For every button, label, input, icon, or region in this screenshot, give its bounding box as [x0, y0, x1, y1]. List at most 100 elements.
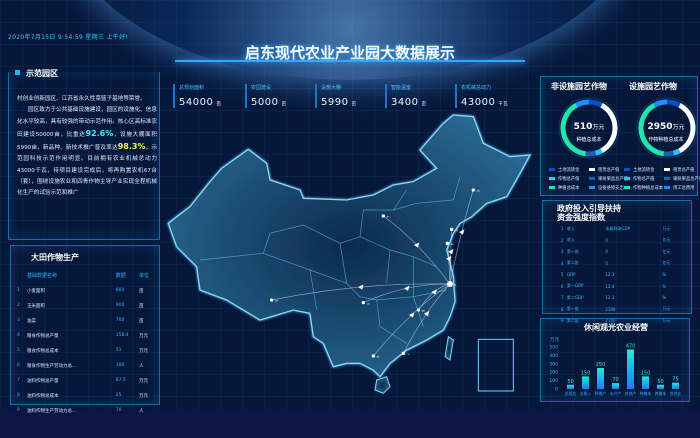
bar[interactable]	[597, 368, 604, 389]
legend-swatch	[664, 168, 670, 171]
donut-segment[interactable]	[663, 150, 675, 157]
row-unit: %	[662, 295, 667, 301]
paragraph-2: 园区致力于公共基础设施建设，园区的设施化、信息化水平较高，具有较强的带动示范作用…	[17, 107, 157, 197]
donut-segment[interactable]	[575, 99, 590, 108]
table-row[interactable]: 9 第二批 2100 万元	[561, 315, 681, 327]
donut-segment[interactable]	[588, 99, 603, 108]
table-row[interactable]: 7 油料作物总产量 87.5 万元	[17, 373, 157, 388]
bar[interactable]	[657, 384, 664, 389]
donut-segment[interactable]	[666, 99, 681, 108]
city-dot[interactable]	[371, 354, 375, 358]
donut-segment[interactable]	[653, 99, 668, 108]
bar[interactable]	[582, 376, 589, 389]
donut-segment[interactable]	[678, 103, 696, 153]
donut-segment[interactable]	[560, 103, 587, 157]
donut-segment[interactable]	[585, 150, 597, 157]
row-name: 粮食作物生产劳动力总...	[27, 363, 77, 369]
table-row[interactable]: 6 第一GDP 12.4%	[561, 281, 681, 293]
table-row[interactable]: 3 第一批 0 亿元	[561, 246, 681, 258]
row-index: 4	[17, 333, 20, 338]
table-row[interactable]: 4 第二批 0 亿元	[561, 258, 681, 270]
plane-icon	[448, 249, 454, 255]
city-dot[interactable]	[270, 298, 274, 302]
x-tick-label: 种植产	[595, 391, 607, 396]
stat-unit: 亩	[351, 102, 357, 107]
legend-swatch	[589, 186, 595, 189]
plane-icon	[358, 284, 364, 290]
stat-label: 农园建设	[251, 85, 272, 91]
row-value: 0	[605, 237, 608, 243]
legend-label: 租赁总产值	[598, 167, 620, 173]
bar-value-label: 150	[641, 370, 651, 376]
legend-label: 果树果品总产值	[673, 176, 700, 182]
table-row[interactable]: 9 油料作物生产劳动力总... 70 人	[17, 403, 157, 418]
bottom-band	[0, 410, 700, 438]
row-value: 12.4	[605, 283, 615, 289]
table-row[interactable]: 7 第二GDP 12.3%	[561, 292, 681, 304]
legend-item: 土地流转金	[549, 165, 589, 174]
row-name: 玉米面积	[27, 303, 45, 309]
row-item: 第二批	[566, 260, 579, 266]
stat-card: 总规划面积 54000 亩	[173, 84, 243, 108]
table-row[interactable]: 8 第一批 2100 万元	[561, 304, 681, 316]
stat-value: 3400 亩	[391, 97, 455, 108]
left-donut-caption: 种植总成本	[576, 137, 602, 143]
table-row[interactable]: 1 收入 本级财政GDP 万元	[561, 223, 681, 235]
table-row[interactable]: 2 玉米面积 900 亩	[17, 298, 157, 313]
donut-segment[interactable]	[672, 148, 681, 156]
bar[interactable]	[672, 382, 679, 389]
legend-swatch	[589, 177, 595, 180]
x-tick-label: 种植本	[640, 391, 652, 396]
city-dot[interactable]	[416, 308, 420, 312]
table-row[interactable]: 1 小麦面积 800 亩	[17, 283, 157, 298]
horticulture-panel: 非设施园艺作物 设施园艺作物 510万元 种植总成本 2950万元 作物种植总成…	[540, 76, 700, 196]
row-value: 800	[115, 288, 125, 293]
col-header-value: 数据	[115, 273, 126, 279]
city-dot[interactable]	[381, 214, 385, 218]
hainan-island	[374, 376, 391, 394]
plane-icon	[446, 256, 452, 262]
city-dot[interactable]	[401, 351, 405, 355]
stat-card: 智能温室 3400 亩	[385, 84, 455, 108]
demo-park-text[interactable]: 村创业创新园区、江苏省永久性菜篮子基地等荣誉。 园区致力于公共基础设施建设，园区…	[17, 94, 157, 236]
table-row[interactable]: 5 粮食作物总成本 51 万元	[17, 343, 157, 358]
x-tick-label: 其他支	[670, 391, 682, 396]
row-index: 9	[561, 318, 564, 324]
table-row[interactable]: 8 油料作物总成本 25 万元	[17, 388, 157, 403]
city-label: 广州	[407, 353, 410, 356]
city-dot[interactable]	[445, 241, 449, 245]
plane-icon	[424, 311, 430, 317]
left-donut-value: 510万元	[573, 122, 605, 132]
table-row[interactable]: 4 粮食作物总产量 158.4 万元	[17, 328, 157, 343]
bar[interactable]	[627, 349, 634, 389]
donut-segment[interactable]	[638, 103, 665, 157]
row-index: 2	[561, 237, 564, 243]
table-row[interactable]: 6 粮食作物生产劳动力总... 100 人	[17, 358, 157, 373]
table-row[interactable]: 3 油菜 700 亩	[17, 313, 157, 328]
donut-segment[interactable]	[594, 148, 603, 156]
table-row[interactable]: 2 收入 0 亿元	[561, 235, 681, 247]
bar-value-label: 50	[567, 379, 573, 385]
row-name: 小麦面积	[27, 288, 45, 294]
row-item: 第一批	[566, 248, 579, 254]
bar[interactable]	[567, 384, 574, 389]
stat-unit: 亩	[421, 102, 427, 107]
bar-value-label: 470	[626, 344, 636, 350]
bar[interactable]	[642, 376, 649, 389]
row-index: 6	[17, 363, 20, 368]
row-index: 8	[17, 393, 20, 398]
x-tick-label: 其他产	[625, 391, 637, 396]
city-dot[interactable]	[361, 301, 365, 305]
donut-segment[interactable]	[600, 103, 618, 153]
legend-swatch	[549, 177, 555, 180]
table-row[interactable]: 5 GDP 12.3%	[561, 269, 681, 281]
city-dot[interactable]	[471, 188, 475, 192]
row-unit: 万元	[662, 306, 671, 312]
row-index: 4	[561, 260, 564, 266]
city-dot[interactable]	[450, 227, 454, 231]
city-dot[interactable]	[447, 281, 453, 287]
bar[interactable]	[612, 383, 619, 389]
row-value: 12.3	[605, 272, 615, 278]
y-tick-label: 500	[549, 345, 558, 351]
